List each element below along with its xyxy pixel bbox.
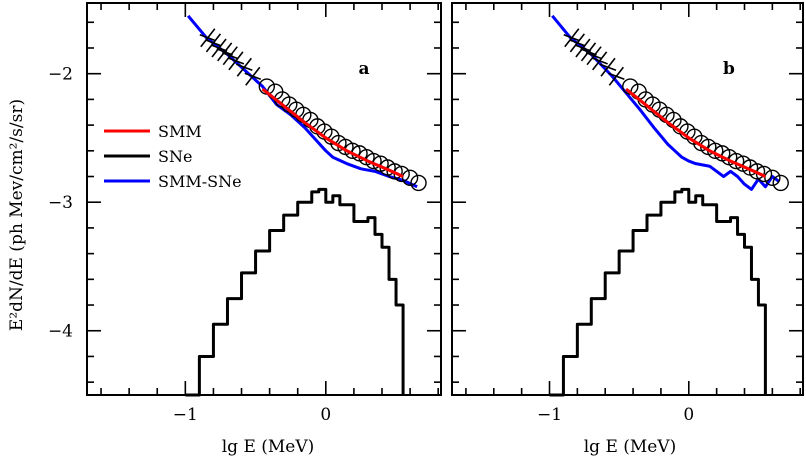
data-point-cross — [585, 51, 603, 60]
data-point-cross — [216, 48, 233, 56]
data-point-circle — [764, 169, 781, 186]
y-tick-label: −2 — [48, 65, 73, 85]
data-point-cross — [580, 48, 597, 56]
panel-label: b — [723, 59, 735, 79]
legend: SMM SNe SMM-SNe — [104, 122, 242, 191]
data-point-circle — [772, 174, 789, 192]
y-tick-label: −4 — [48, 322, 73, 342]
x-tick-label: −1 — [173, 405, 198, 425]
series-line-sne — [185, 187, 405, 397]
data-point-cross — [599, 63, 617, 72]
series-line-smm-sne — [186, 14, 418, 189]
data-point-cross — [236, 63, 253, 72]
series-line-smm-overlay — [261, 87, 404, 178]
x-tick-label: 0 — [683, 405, 694, 425]
y-axis-label: E²dN/dE (ph Mev/cm²/s/sr) — [7, 99, 27, 331]
panel-b: −1 0 b — [451, 2, 804, 425]
legend-label: SMM — [158, 122, 202, 141]
x-tick-label: −1 — [537, 405, 562, 425]
data-point-cross — [199, 33, 217, 42]
data-point-cross — [227, 57, 245, 65]
legend-label: SNe — [158, 147, 192, 166]
data-point-cross — [608, 72, 625, 81]
data-point-cross — [205, 39, 222, 47]
panel-a: −1 0 −2 −3 −4 a — [48, 2, 442, 425]
x-tick-label: 0 — [320, 405, 331, 425]
x-axis-label-a: lg E (MeV) — [222, 437, 315, 457]
data-point-cross — [574, 44, 592, 52]
data-point-circle — [748, 163, 766, 180]
data-point-cross — [591, 57, 608, 65]
data-point-circle — [386, 163, 403, 180]
plot-frame — [451, 2, 804, 396]
data-point-cross — [210, 44, 228, 52]
legend-label: SMM-SNe — [158, 172, 242, 191]
series-line-smm-overlay — [625, 87, 767, 178]
y-tick-label: −3 — [48, 193, 73, 213]
x-axis-label-b: lg E (MeV) — [584, 437, 677, 457]
data-point-cross — [222, 51, 239, 60]
data-point-cross — [563, 33, 581, 42]
series-line-sne — [549, 187, 767, 397]
data-point-cross — [569, 39, 586, 47]
plot-frame — [86, 2, 442, 396]
series-line-smm-sne — [551, 14, 781, 191]
data-point-circle — [410, 174, 427, 192]
panel-label: a — [358, 59, 369, 79]
data-point-cross — [244, 72, 262, 81]
data-point-circle — [401, 169, 419, 186]
